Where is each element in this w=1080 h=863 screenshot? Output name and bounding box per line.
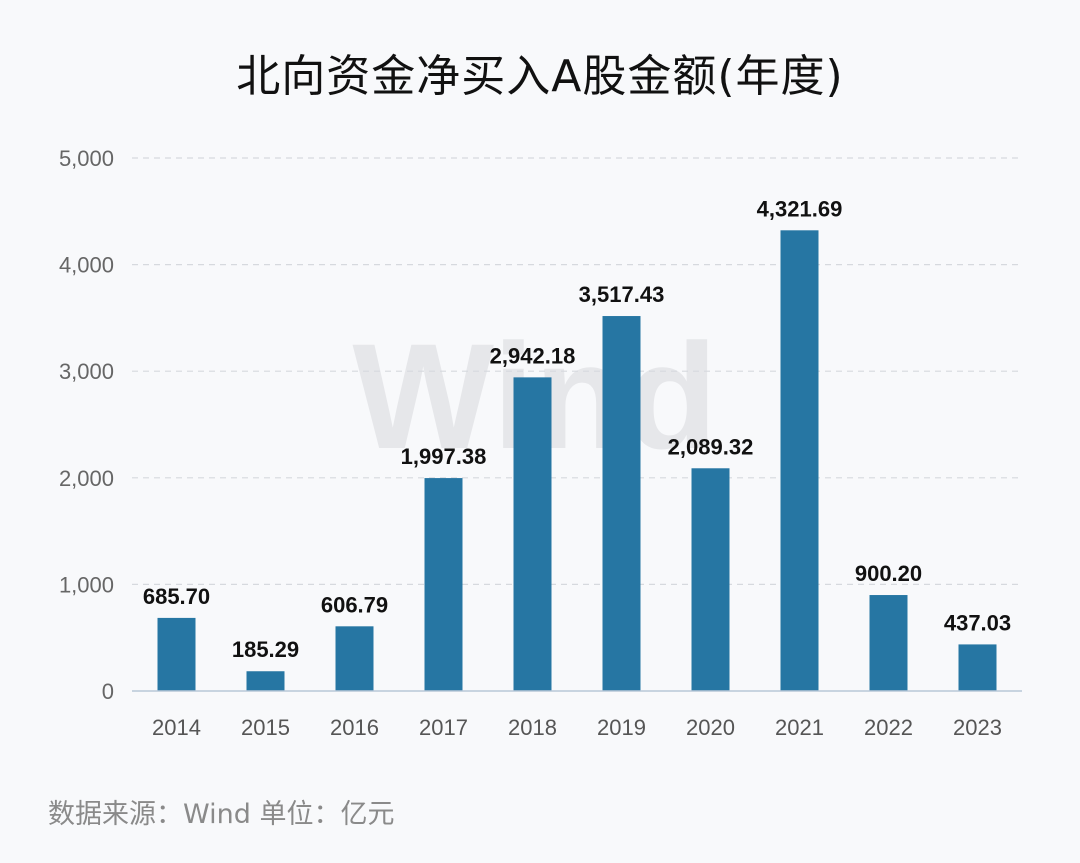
x-tick-label: 2023 (953, 715, 1002, 740)
bar-2018 (513, 377, 552, 691)
x-tick-label: 2016 (330, 715, 379, 740)
data-labels: 685.70 185.29 606.79 1,997.38 2,942.18 3,517.… (143, 196, 1011, 662)
y-tick-label: 2,000 (59, 466, 114, 491)
data-label-2020: 2,089.32 (668, 434, 754, 459)
bar-2022 (869, 595, 908, 691)
x-tick-label: 2022 (864, 715, 913, 740)
data-label-2018: 2,942.18 (490, 343, 576, 368)
y-axis-ticks: 0 1,000 2,000 3,000 4,000 5,000 (59, 146, 114, 704)
y-tick-label: 0 (102, 679, 114, 704)
bar-2021 (780, 230, 819, 691)
y-tick-label: 5,000 (59, 146, 114, 171)
bar-2017 (424, 478, 463, 691)
y-tick-label: 3,000 (59, 359, 114, 384)
bar-2014 (157, 617, 196, 691)
x-axis-ticks: 2014 2015 2016 2017 2018 2019 2020 2021 2022 2023 (152, 715, 1002, 740)
gridlines (132, 157, 1022, 586)
bar-2023 (958, 644, 997, 691)
x-tick-label: 2018 (508, 715, 557, 740)
data-label-2017: 1,997.38 (401, 444, 487, 469)
y-tick-label: 4,000 (59, 253, 114, 278)
y-tick-label: 1,000 (59, 572, 114, 597)
data-label-2016: 606.79 (321, 592, 388, 617)
chart-title: 北向资金净买入A股金额(年度) (236, 51, 844, 102)
bar-2020 (691, 468, 730, 691)
bar-2016 (335, 626, 374, 691)
x-tick-label: 2017 (419, 715, 468, 740)
source-note: 数据来源：Wind 单位：亿元 (48, 799, 395, 830)
x-tick-label: 2015 (241, 715, 290, 740)
bars (157, 230, 997, 691)
x-tick-label: 2021 (775, 715, 824, 740)
x-tick-label: 2014 (152, 715, 201, 740)
data-label-2023: 437.03 (944, 610, 1011, 635)
x-tick-label: 2020 (686, 715, 735, 740)
x-tick-label: 2019 (597, 715, 646, 740)
data-label-2021: 4,321.69 (757, 196, 843, 221)
data-label-2022: 900.20 (855, 561, 922, 586)
data-label-2014: 685.70 (143, 584, 210, 609)
data-label-2019: 3,517.43 (579, 282, 665, 307)
bar-2015 (246, 671, 285, 691)
data-label-2015: 185.29 (232, 637, 299, 662)
bar-2019 (602, 316, 641, 691)
